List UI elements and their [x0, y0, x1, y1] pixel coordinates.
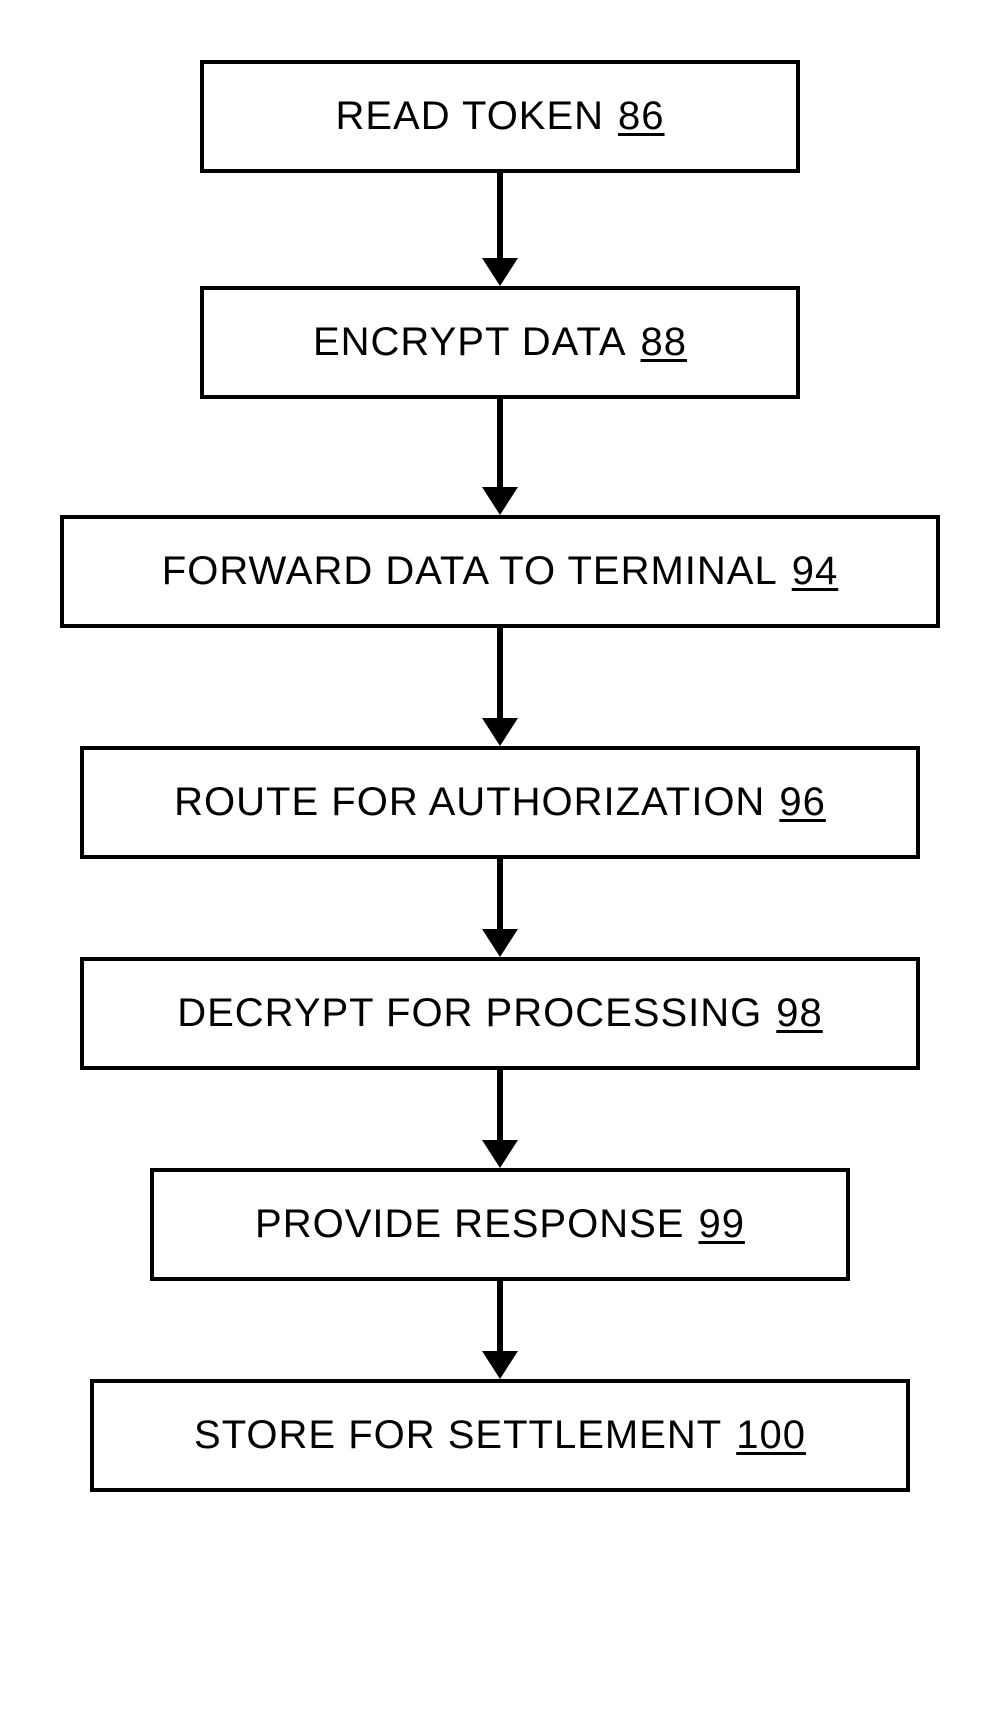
flow-node-label: PROVIDE RESPONSE: [255, 1202, 684, 1247]
flow-node-label: FORWARD DATA TO TERMINAL: [162, 549, 778, 594]
arrow-head-icon: [482, 487, 518, 515]
flow-node-ref: 99: [698, 1202, 745, 1247]
flow-node-ref: 88: [641, 320, 688, 365]
flow-node: DECRYPT FOR PROCESSING 98: [80, 957, 920, 1070]
arrow-line: [497, 859, 503, 931]
flow-node-label: ROUTE FOR AUTHORIZATION: [174, 780, 765, 825]
flow-node-ref: 94: [792, 549, 839, 594]
flow-node-label: STORE FOR SETTLEMENT: [194, 1413, 722, 1458]
flowchart-container: READ TOKEN 86 ENCRYPT DATA 88 FORWARD DATA T…: [60, 60, 940, 1492]
flow-arrow: [482, 1281, 518, 1379]
arrow-line: [497, 1070, 503, 1142]
arrow-head-icon: [482, 1140, 518, 1168]
flow-node: READ TOKEN 86: [200, 60, 800, 173]
flow-node-label: READ TOKEN: [335, 94, 604, 139]
arrow-head-icon: [482, 718, 518, 746]
flow-arrow: [482, 399, 518, 515]
arrow-head-icon: [482, 258, 518, 286]
arrow-line: [497, 628, 503, 720]
flow-node: ENCRYPT DATA 88: [200, 286, 800, 399]
arrow-line: [497, 1281, 503, 1353]
flow-node: PROVIDE RESPONSE 99: [150, 1168, 850, 1281]
arrow-head-icon: [482, 1351, 518, 1379]
arrow-head-icon: [482, 929, 518, 957]
flow-arrow: [482, 173, 518, 286]
flow-arrow: [482, 859, 518, 957]
flow-arrow: [482, 628, 518, 746]
flow-node-label: ENCRYPT DATA: [313, 320, 627, 365]
flow-node: ROUTE FOR AUTHORIZATION 96: [80, 746, 920, 859]
flow-node-ref: 98: [776, 991, 823, 1036]
flow-node: STORE FOR SETTLEMENT 100: [90, 1379, 910, 1492]
flow-arrow: [482, 1070, 518, 1168]
flow-node: FORWARD DATA TO TERMINAL 94: [60, 515, 940, 628]
flow-node-ref: 100: [736, 1413, 806, 1458]
flow-node-ref: 96: [779, 780, 826, 825]
arrow-line: [497, 173, 503, 260]
flow-node-label: DECRYPT FOR PROCESSING: [177, 991, 762, 1036]
arrow-line: [497, 399, 503, 489]
flow-node-ref: 86: [618, 94, 665, 139]
